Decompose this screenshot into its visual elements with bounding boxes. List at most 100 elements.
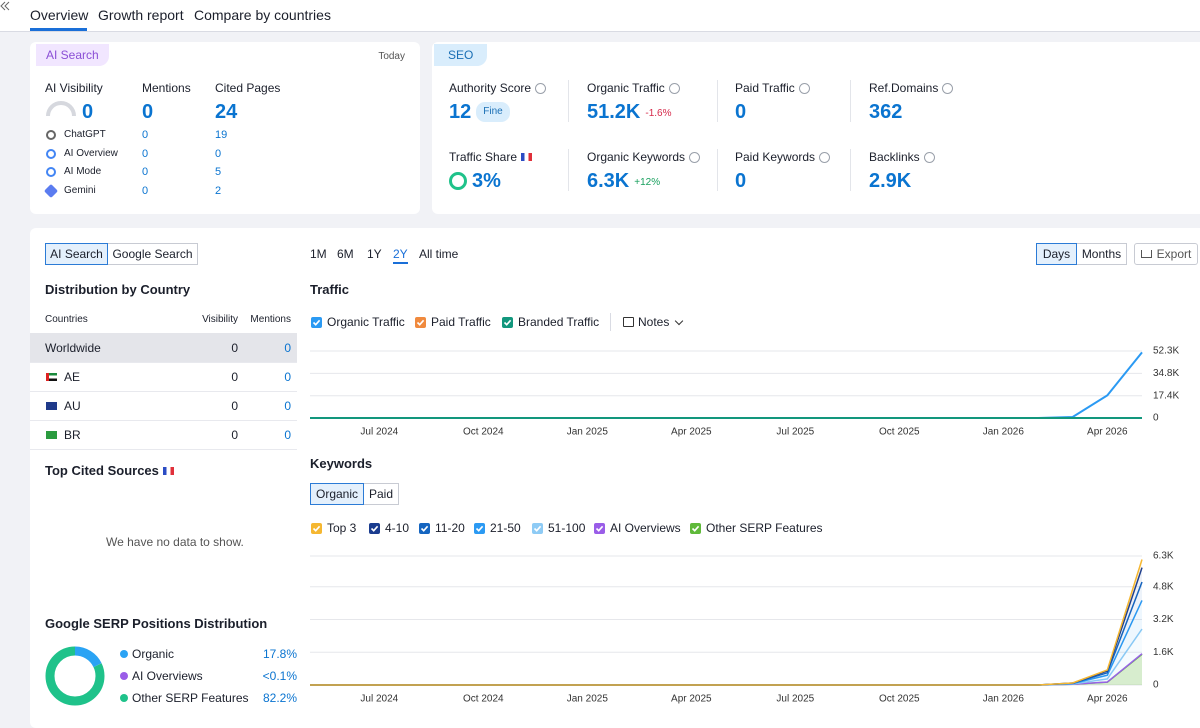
legend-name: Organic [132,647,175,661]
col-header: Mentions [250,314,291,325]
tab[interactable]: Overview [30,7,89,23]
metric-value: 0 [82,101,94,123]
checkbox[interactable] [415,316,426,328]
legend-item: Other SERP Features [690,520,823,536]
info-icon [535,82,547,94]
legend-item: Paid Traffic [415,314,491,330]
metric-change: +12% [634,177,661,188]
checkbox[interactable] [369,522,380,534]
export-icon [1140,250,1152,258]
period[interactable]: 6M [337,247,354,261]
legend-label: 11-20 [435,521,465,535]
row-line [30,420,297,421]
legend-item: AI Overviews [594,520,681,536]
metric-value-row: 0 [735,171,746,191]
engine-name: AI Overview [64,148,118,159]
mentions: 0 [284,399,291,413]
metric-value: 0 [735,170,747,192]
keywords-toggle[interactable]: Organic [310,483,364,505]
separator [568,149,569,191]
checkbox[interactable] [311,522,322,534]
legend-label: Organic Traffic [327,315,405,329]
granularity-toggle[interactable]: Days [1036,243,1077,265]
engine-mentions: 0 [142,185,149,197]
legend-label: Top 3 [327,521,357,535]
legend-dot [120,694,128,702]
ai-search-card [30,42,420,214]
legend-label: AI Overviews [610,521,681,535]
checkbox[interactable] [419,522,430,534]
tab[interactable]: Compare by countries [194,7,331,23]
checkbox[interactable] [594,522,605,534]
legend-item: Branded Traffic [502,314,599,330]
notes-button[interactable]: Notes [623,314,684,330]
checkbox[interactable] [502,316,513,328]
collapse-icon[interactable] [0,0,10,12]
legend-item: Top 3 [311,520,356,536]
granularity-toggle[interactable]: Months [1077,243,1127,265]
metric-name: Paid Keywords [735,150,816,164]
empty-message: We have no data to show. [106,535,244,549]
checkbox[interactable] [474,522,485,534]
visibility: 0 [231,399,238,413]
metric-label: Paid Keywords [735,149,831,165]
metric-value: 24 [215,101,238,123]
keywords-toggle[interactable]: Paid [364,483,399,505]
badge: AI Search [36,44,109,66]
seo-card [432,42,1200,214]
engine-cited: 5 [215,166,222,178]
search-toggle[interactable]: Google Search [108,243,198,265]
legend-item: Organic Traffic [311,314,405,330]
metric-name: Ref.Domains [869,81,939,95]
metric-value-row: 3% [449,171,501,191]
legend-item: 21-50 [474,520,521,536]
row-line [30,391,297,392]
metric-label: Ref.Domains [869,80,954,96]
metric-label: Organic Keywords [587,149,701,165]
period[interactable]: All time [419,247,459,261]
metric-value-row: 0 [735,102,746,122]
section-title: Google SERP Positions Distribution [45,616,268,631]
checkbox[interactable] [532,522,543,534]
legend-value: <0.1% [262,669,297,683]
engine-icon [46,149,56,159]
metric-name: AI Visibility [45,81,103,95]
col-header: Visibility [202,314,238,325]
country: AE [64,370,81,384]
date: Today [378,51,405,62]
metric-label: Paid Traffic [735,80,810,96]
notes-icon [623,317,634,327]
period[interactable]: 1Y [367,247,382,261]
export-button[interactable]: Export [1134,243,1198,265]
legend-value: 17.8% [262,647,297,661]
metric-value: 12 [449,101,472,123]
legend-item: 4-10 [369,520,409,536]
metric-name: Traffic Share [449,150,518,164]
metric-value: 51.2K [587,101,641,123]
separator [850,80,851,122]
row-line [30,362,297,363]
tab[interactable]: Growth report [98,7,184,23]
visibility: 0 [231,370,238,384]
metric-value: 362 [869,101,903,123]
period[interactable]: 1M [310,247,327,261]
period[interactable]: 2Y [393,246,408,264]
metric-value-row: 12 Fine [449,102,510,122]
info-icon [819,151,831,163]
info-icon [942,82,954,94]
export-label: Export [1156,247,1192,261]
chevron [675,316,684,325]
metric-name: Organic Keywords [587,150,686,164]
metric-value-row: 362 [869,102,902,122]
checkbox[interactable] [690,522,701,534]
legend-item: 51-100 [532,520,585,536]
engine-cited: 19 [215,129,228,141]
row-line [30,449,297,450]
checkbox[interactable] [311,316,322,328]
legend-item: 11-20 [419,520,465,536]
metric-label: Backlinks [869,149,935,165]
metric-name: Cited Pages [215,81,281,95]
search-toggle[interactable]: AI Search [45,243,108,265]
